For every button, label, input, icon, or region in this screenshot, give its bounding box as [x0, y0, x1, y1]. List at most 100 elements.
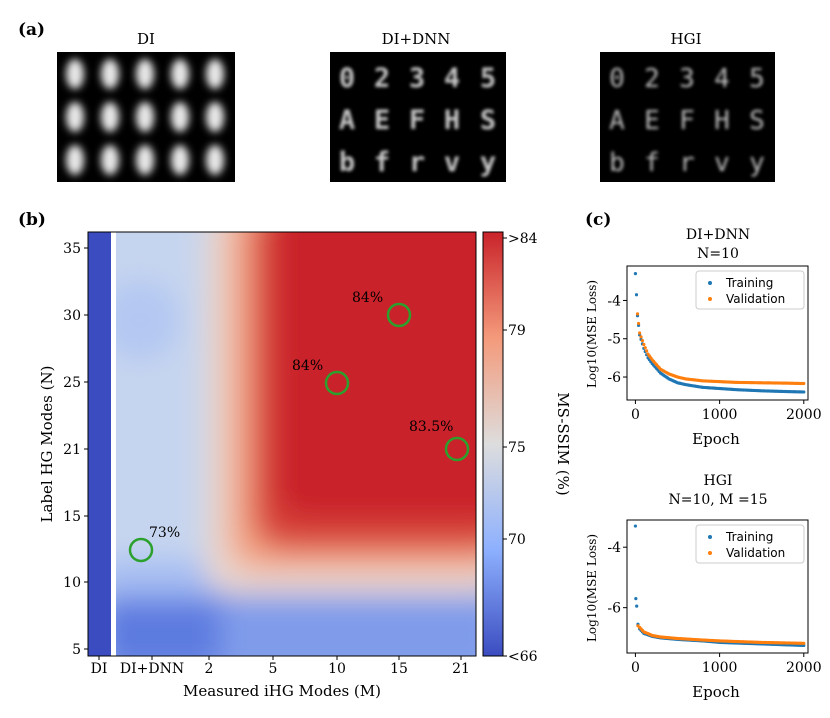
colorbar — [482, 231, 504, 657]
svg-text:5: 5 — [749, 64, 765, 94]
data-point — [643, 346, 647, 350]
svg-text:H: H — [714, 106, 730, 136]
y-tick-label: -6 — [607, 370, 621, 386]
marker-84-a — [324, 370, 350, 396]
svg-text:21: 21 — [63, 442, 81, 458]
svg-text:f: f — [644, 148, 660, 178]
panel-a-title-di: DI — [137, 30, 155, 48]
svg-text:y: y — [749, 148, 765, 178]
legend: Training Validation — [695, 524, 805, 564]
svg-text:>84: >84 — [508, 231, 538, 247]
c2-ylabel: Log10(MSE Loss) — [585, 534, 599, 642]
svg-text:b: b — [609, 148, 625, 178]
y-tick-label: -5 — [607, 332, 621, 348]
svg-text:2: 2 — [644, 64, 660, 94]
annotation-73: 73% — [149, 525, 180, 541]
x-tick-label: 1000 — [702, 660, 738, 676]
c2-title: HGI — [704, 473, 733, 489]
svg-text:70: 70 — [508, 532, 526, 548]
svg-text:0: 0 — [609, 64, 625, 94]
x-tick-label: 2000 — [786, 660, 822, 676]
x-tick-label: 1000 — [702, 407, 738, 423]
di-blob — [101, 145, 119, 175]
data-point — [645, 349, 649, 353]
heatmap-field — [116, 232, 476, 656]
svg-text:F: F — [679, 106, 695, 136]
di-blob — [136, 102, 154, 132]
marker-73 — [128, 537, 154, 563]
svg-text:v: v — [444, 147, 460, 178]
svg-text:3: 3 — [679, 64, 695, 94]
svg-text:E: E — [644, 106, 660, 136]
di-blob — [171, 59, 189, 89]
svg-text:S: S — [749, 106, 765, 136]
svg-text:15: 15 — [63, 509, 81, 525]
heatmap-y-ticks: 5 10 15 21 25 30 35 — [63, 241, 88, 658]
svg-text:DI: DI — [91, 661, 108, 677]
di-blob — [66, 102, 84, 132]
heatmap-di-column — [88, 232, 111, 656]
data-point — [642, 342, 646, 347]
di-blob — [66, 59, 84, 89]
di-blob — [101, 59, 119, 89]
svg-text:4: 4 — [444, 63, 460, 94]
legend-box — [695, 270, 805, 310]
c1-subtitle: N=10 — [697, 246, 739, 262]
hgi-image-panel — [600, 52, 775, 182]
annotation-83-5: 83.5% — [409, 419, 453, 435]
svg-text:5: 5 — [269, 661, 278, 677]
marker-83-5 — [444, 436, 470, 462]
panel-a-title-hgi: HGI — [671, 30, 702, 48]
data-point — [634, 596, 638, 601]
series-validation — [636, 624, 806, 645]
y-tick-label: -6 — [607, 601, 621, 617]
annotation-84-a: 84% — [292, 358, 323, 374]
di-blob — [136, 145, 154, 175]
di-blob — [206, 102, 224, 132]
x-tick-label: 0 — [631, 660, 640, 676]
svg-text:3: 3 — [409, 63, 425, 94]
panel-c-label: (c) — [585, 210, 611, 230]
di-blob — [136, 59, 154, 89]
legend-marker — [708, 281, 712, 285]
legend-label: Training — [725, 276, 773, 290]
c2-subtitle: N=10, M =15 — [668, 492, 767, 508]
legend-marker — [708, 297, 712, 301]
data-point — [636, 321, 641, 326]
svg-text:0: 0 — [339, 63, 355, 94]
heatmap-markers — [128, 302, 470, 563]
di-blob — [101, 102, 119, 132]
svg-text:<66: <66 — [508, 649, 538, 665]
heatmap-x-ticks: DI DI+DNN 2 5 10 15 21 — [91, 656, 470, 677]
svg-text:75: 75 — [508, 440, 526, 456]
di-blob — [206, 59, 224, 89]
annotation-84-b: 84% — [352, 290, 383, 306]
legend-label: Training — [725, 530, 773, 544]
svg-text:10: 10 — [328, 661, 346, 677]
svg-text:35: 35 — [63, 241, 81, 257]
x-tick-label: 0 — [631, 407, 640, 423]
data-point — [633, 272, 638, 276]
legend-marker — [708, 551, 712, 555]
svg-text:A: A — [609, 106, 625, 136]
c2-xlabel: Epoch — [692, 683, 740, 701]
di-blob — [171, 145, 189, 175]
data-point — [802, 390, 806, 394]
svg-text:A: A — [339, 105, 355, 136]
c1-xlabel: Epoch — [692, 430, 740, 448]
c1-ylabel: Log10(MSE Loss) — [585, 280, 599, 388]
di-image-blobs — [66, 59, 224, 175]
legend-box — [695, 524, 805, 564]
di-blob — [66, 145, 84, 175]
svg-text:4: 4 — [714, 64, 730, 94]
heatmap-x-label: Measured iHG Modes (M) — [183, 682, 381, 700]
legend-marker — [708, 535, 712, 539]
heatmap-frame — [87, 231, 477, 657]
svg-text:15: 15 — [390, 661, 408, 677]
di-dnn-image-panel — [330, 52, 506, 182]
svg-text:r: r — [409, 147, 425, 178]
svg-text:25: 25 — [63, 375, 81, 391]
svg-text:b: b — [339, 147, 355, 178]
